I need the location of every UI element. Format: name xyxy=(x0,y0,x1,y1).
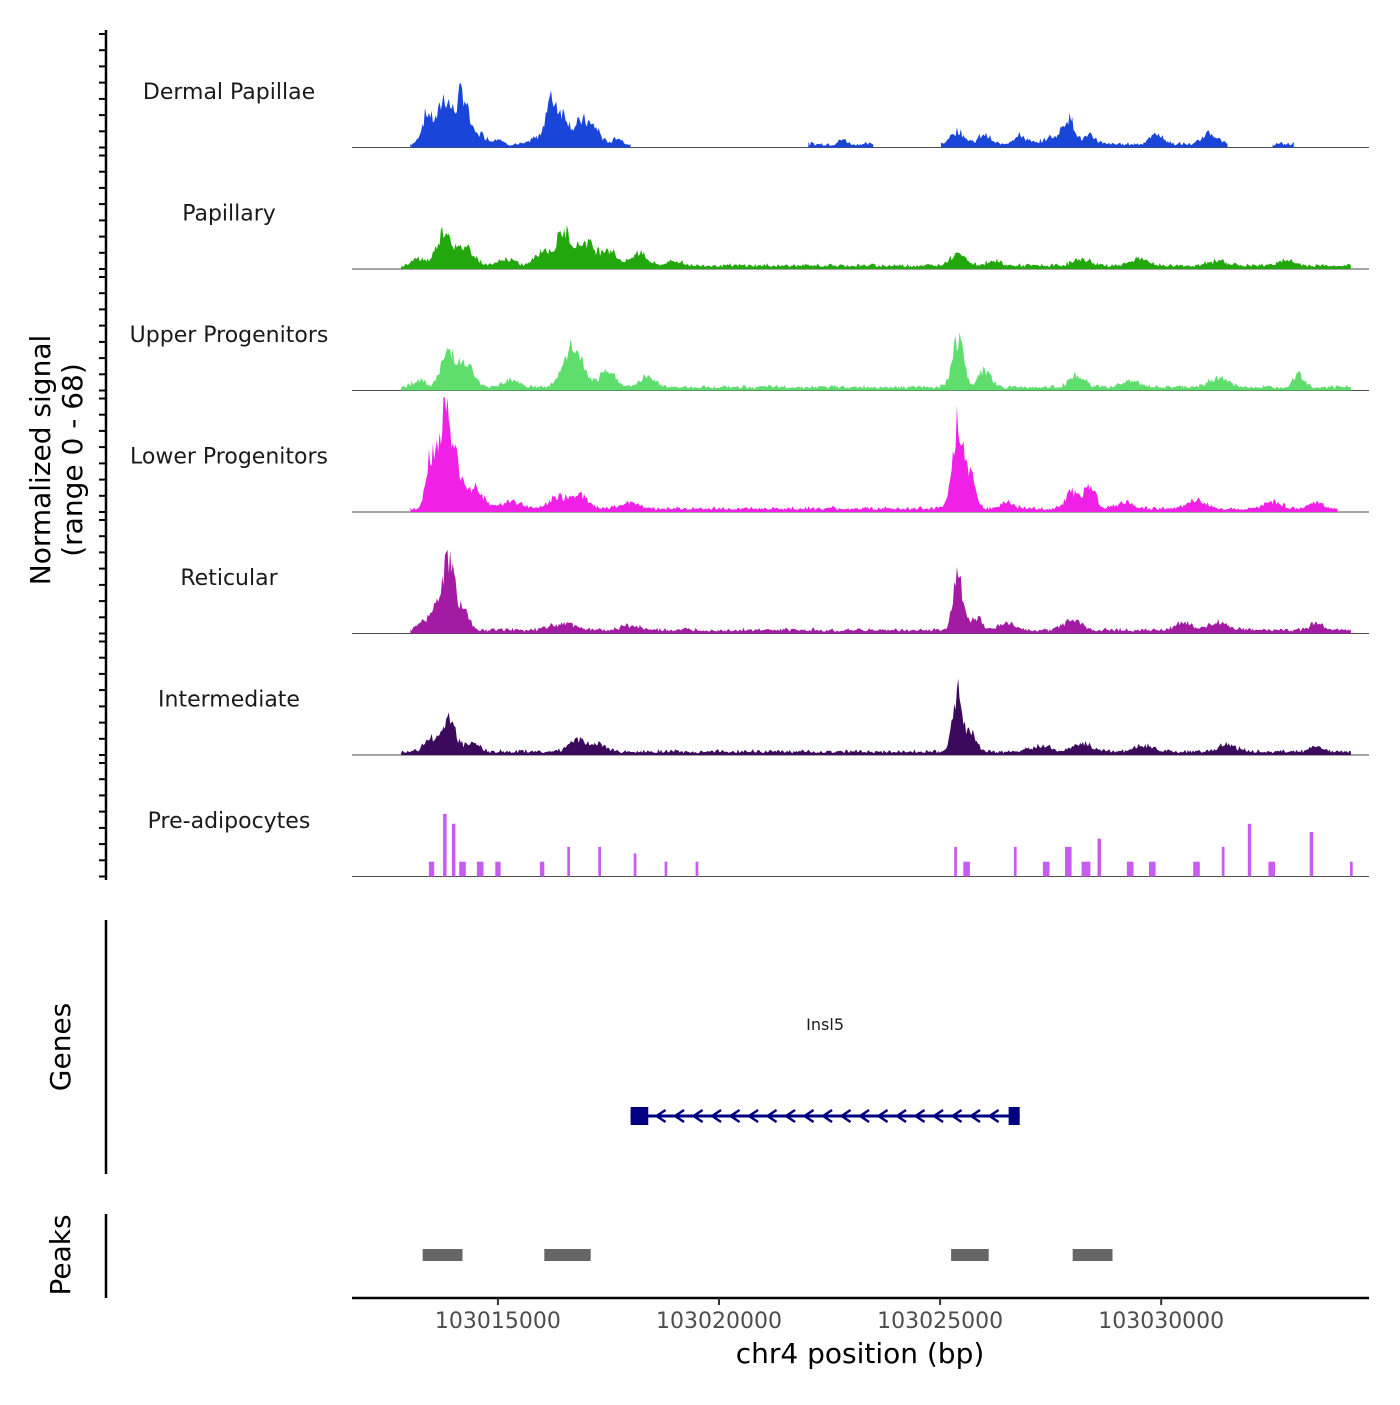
x-axis: chr4 position (bp) 103015000 103020000 103… xyxy=(352,1296,1369,1370)
y-axis-range-label: (range 0 - 68) xyxy=(56,363,89,557)
coverage-bar-pre-adipocytes xyxy=(1042,861,1050,877)
coverage-bar-pre-adipocytes xyxy=(954,846,957,877)
signal-y-axis xyxy=(99,30,108,880)
coverage-area-intermediate xyxy=(401,678,1351,755)
gene-strand-arrow xyxy=(783,1108,796,1124)
coverage-area-lower-progenitors xyxy=(410,397,1338,512)
track-label-reticular: Reticular xyxy=(180,566,278,591)
coverage-bar-pre-adipocytes xyxy=(1309,832,1314,877)
coverage-bar-pre-adipocytes xyxy=(428,861,435,877)
peak-region xyxy=(951,1249,989,1261)
coverage-bar-pre-adipocytes xyxy=(443,813,447,877)
coverage-bar-pre-adipocytes xyxy=(459,861,466,877)
coverage-bar-pre-adipocytes xyxy=(451,823,456,877)
track-label-pre-adipocytes: Pre-adipocytes xyxy=(148,809,311,834)
coverage-area-reticular xyxy=(410,549,1351,634)
coverage-bar-pre-adipocytes xyxy=(1247,823,1252,877)
track-label-lower-progenitors: Lower Progenitors xyxy=(130,445,328,470)
peaks-track-label: Peaks xyxy=(44,1214,77,1295)
coverage-bar-pre-adipocytes xyxy=(495,861,501,877)
gene-strand-arrow xyxy=(765,1108,778,1124)
gene-strand-arrow xyxy=(894,1108,907,1124)
peaks-track: Peaks xyxy=(44,1214,1113,1298)
coverage-bar-pre-adipocytes xyxy=(1221,846,1225,877)
coverage-bar-pre-adipocytes xyxy=(1149,861,1156,877)
coverage-bar-pre-adipocytes xyxy=(963,861,970,877)
gene-strand-arrow xyxy=(987,1108,1000,1124)
coverage-tracks: Dermal Papillae Papillary Upper Progenitor… xyxy=(130,80,1369,877)
coverage-bar-pre-adipocytes xyxy=(664,861,668,877)
coverage-bar-pre-adipocytes xyxy=(598,846,601,877)
x-tick-label: 103020000 xyxy=(656,1309,782,1334)
gene-exon xyxy=(630,1107,649,1125)
y-axis-title: Normalized signal xyxy=(24,335,57,586)
coverage-bar-pre-adipocytes xyxy=(1126,861,1134,877)
gene-strand-arrow xyxy=(950,1108,963,1124)
coverage-bar-pre-adipocytes xyxy=(1268,861,1275,877)
peak-region xyxy=(1072,1249,1113,1261)
gene-strand-arrow xyxy=(968,1108,981,1124)
coverage-bar-pre-adipocytes xyxy=(1065,846,1072,877)
gene-exon xyxy=(1008,1107,1020,1125)
gene-strand-arrow xyxy=(691,1108,704,1124)
x-tick-label: 103025000 xyxy=(877,1309,1003,1334)
gene-strand-arrow xyxy=(931,1108,944,1124)
gene-strand-arrow xyxy=(839,1108,852,1124)
genes-track-label: Genes xyxy=(44,1003,77,1091)
coverage-bar-pre-adipocytes xyxy=(1013,846,1017,877)
x-tick-label: 103030000 xyxy=(1098,1309,1224,1334)
track-label-intermediate: Intermediate xyxy=(158,688,300,713)
track-label-upper-progenitors: Upper Progenitors xyxy=(130,323,329,348)
genes-track: Genes Insl5 xyxy=(44,920,1020,1174)
gene-strand-arrow xyxy=(728,1108,741,1124)
coverage-bar-pre-adipocytes xyxy=(539,861,545,877)
gene-strand-arrow xyxy=(802,1108,815,1124)
gene-strand-arrow xyxy=(672,1108,685,1124)
coverage-bar-pre-adipocytes xyxy=(476,861,484,877)
gene-strand-arrow xyxy=(876,1108,889,1124)
coverage-bar-pre-adipocytes xyxy=(633,853,637,877)
track-label-dermal-papillae: Dermal Papillae xyxy=(143,80,315,105)
gene-strand-arrow xyxy=(820,1108,833,1124)
gene-strand-arrow xyxy=(654,1108,667,1124)
coverage-bar-pre-adipocytes xyxy=(567,846,570,877)
coverage-area-papillary xyxy=(401,225,1351,269)
gene-strand-arrow xyxy=(746,1108,759,1124)
coverage-bar-pre-adipocytes xyxy=(1193,861,1200,877)
x-tick-label: 103015000 xyxy=(435,1309,561,1334)
coverage-bar-pre-adipocytes xyxy=(1097,838,1101,877)
gene-strand-arrow xyxy=(857,1108,870,1124)
coverage-area-dermal-papillae xyxy=(410,83,1294,148)
peak-region xyxy=(422,1249,463,1261)
peak-region xyxy=(544,1249,591,1261)
coverage-area-upper-progenitors xyxy=(401,332,1351,391)
gene-strand-arrow xyxy=(913,1108,926,1124)
gene-label: Insl5 xyxy=(806,1015,844,1034)
track-label-papillary: Papillary xyxy=(182,202,276,227)
coverage-bar-pre-adipocytes xyxy=(1081,861,1091,877)
x-axis-title: chr4 position (bp) xyxy=(736,1337,985,1370)
coverage-bar-pre-adipocytes xyxy=(695,861,699,877)
coverage-bar-pre-adipocytes xyxy=(1350,861,1353,877)
gene-strand-arrow xyxy=(709,1108,722,1124)
